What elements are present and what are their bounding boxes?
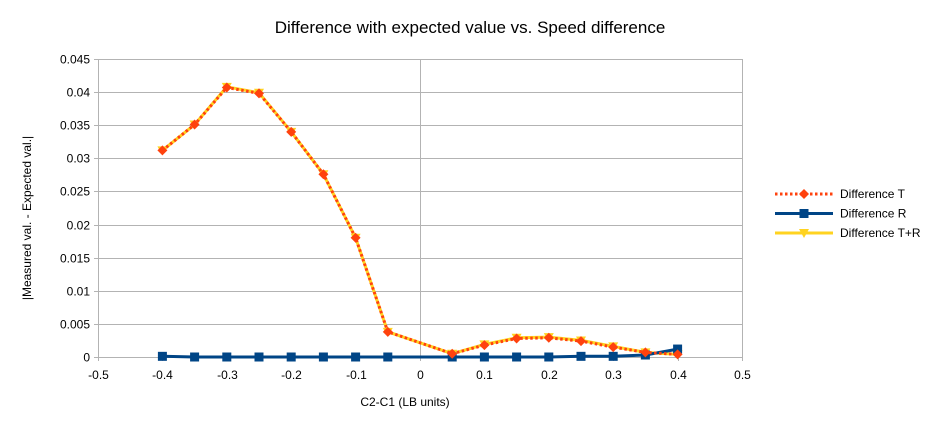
data-point xyxy=(318,352,328,362)
data-point xyxy=(576,336,586,347)
legend-marker xyxy=(799,229,809,238)
data-point xyxy=(479,340,490,351)
x-tick-label: 0.2 xyxy=(541,368,558,382)
y-tick-label: 0.025 xyxy=(60,185,90,199)
data-point xyxy=(608,342,619,353)
x-tick-label: 0.1 xyxy=(476,368,493,382)
data-point xyxy=(157,145,168,156)
data-point xyxy=(351,352,361,362)
x-tick-label: -0.5 xyxy=(88,368,109,382)
x-tick-label: -0.2 xyxy=(281,368,302,382)
x-tick-label: 0 xyxy=(417,368,424,382)
x-axis-label: C2-C1 (LB units) xyxy=(360,395,449,409)
x-tick-label: 0.4 xyxy=(670,368,687,382)
grid-lines xyxy=(98,59,743,358)
y-tick-label: 0.01 xyxy=(67,285,91,299)
data-point xyxy=(576,351,586,361)
series-line xyxy=(161,86,678,356)
chart-title: Difference with expected value vs. Speed… xyxy=(275,18,666,37)
data-point xyxy=(286,352,296,362)
x-tick-label: -0.1 xyxy=(346,368,367,382)
legend: Difference T Difference R Difference T+R xyxy=(775,187,921,240)
data-point xyxy=(544,352,554,362)
data-point xyxy=(640,347,651,358)
legend-item: Difference R xyxy=(775,207,907,221)
y-tick-label: 0.005 xyxy=(60,318,90,332)
data-point xyxy=(350,232,361,243)
y-tick-label: 0.03 xyxy=(67,152,91,166)
data-point xyxy=(608,351,618,361)
series-line xyxy=(162,347,678,359)
y-tick-label: 0.04 xyxy=(67,86,91,100)
data-point xyxy=(447,348,458,359)
series-difference-t xyxy=(157,82,683,360)
data-point xyxy=(382,326,393,337)
data-point xyxy=(512,352,522,362)
data-point xyxy=(254,88,264,99)
y-tick-label: 0.035 xyxy=(60,119,90,133)
x-tick-label: 0.5 xyxy=(734,368,751,382)
legend-marker xyxy=(799,209,809,218)
data-point xyxy=(190,352,200,362)
legend-item: Difference T+R xyxy=(775,226,921,240)
x-tick-label: -0.4 xyxy=(152,368,173,382)
legend-label: Difference T+R xyxy=(840,226,921,240)
data-point xyxy=(479,352,489,362)
data-point xyxy=(221,82,232,93)
data-point xyxy=(511,333,522,344)
data-point xyxy=(543,332,554,343)
x-tick-label: -0.3 xyxy=(217,368,238,382)
legend-item: Difference T xyxy=(775,187,906,201)
y-tick-label: 0.015 xyxy=(60,252,90,266)
data-point xyxy=(286,126,297,137)
y-tick-label: 0 xyxy=(83,351,90,365)
legend-label: Difference T xyxy=(840,187,906,201)
data-point xyxy=(254,352,264,362)
legend-label: Difference R xyxy=(840,207,907,221)
y-tick-label: 0.045 xyxy=(60,53,90,67)
data-point xyxy=(672,349,683,360)
y-tick-label: 0.02 xyxy=(67,219,91,233)
data-point xyxy=(673,344,683,354)
legend-marker xyxy=(799,189,809,199)
data-point xyxy=(189,119,200,130)
tick-labels: 0 0.005 0.01 0.015 0.02 0.025 0.03 0.035 0.04 0.0… xyxy=(60,53,751,383)
data-point xyxy=(157,351,167,361)
series-group xyxy=(157,82,683,362)
data-point xyxy=(383,352,393,362)
y-axis-label: |Measured val. - Expected val.| xyxy=(20,136,34,300)
data-point xyxy=(318,169,329,180)
x-tick-label: 0.3 xyxy=(605,368,622,382)
data-point xyxy=(222,352,232,362)
